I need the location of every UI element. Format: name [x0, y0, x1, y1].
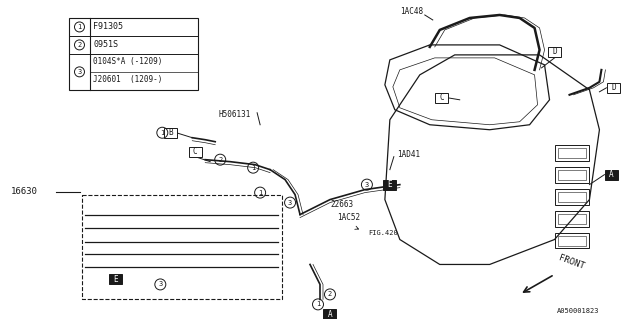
- Text: C: C: [193, 147, 198, 156]
- Text: 1: 1: [77, 24, 82, 30]
- Text: F91305: F91305: [93, 22, 124, 31]
- Bar: [383, 180, 396, 190]
- Text: 3: 3: [158, 281, 163, 287]
- Text: J20601  (1209-): J20601 (1209-): [93, 75, 163, 84]
- Text: 16630: 16630: [11, 187, 38, 196]
- Bar: [554, 211, 589, 227]
- Text: D: D: [552, 47, 557, 56]
- Bar: [557, 148, 586, 158]
- Bar: [83, 195, 282, 300]
- Text: 0104S*A (-1209): 0104S*A (-1209): [93, 57, 163, 66]
- Bar: [548, 47, 561, 57]
- Text: A: A: [609, 170, 614, 179]
- Text: 1: 1: [251, 165, 255, 171]
- Text: H506131: H506131: [218, 110, 251, 119]
- Text: 2: 2: [218, 157, 222, 163]
- Bar: [554, 167, 589, 183]
- Text: 3: 3: [288, 200, 292, 205]
- Text: 1AD41: 1AD41: [397, 150, 420, 159]
- Text: 1: 1: [160, 130, 164, 136]
- Text: FRONT: FRONT: [557, 254, 586, 271]
- Bar: [164, 128, 177, 138]
- Text: C: C: [440, 93, 444, 102]
- Text: A050001823: A050001823: [557, 308, 600, 314]
- Text: E: E: [388, 180, 392, 189]
- Bar: [435, 93, 448, 103]
- Text: E: E: [113, 275, 118, 284]
- Text: 1AC52: 1AC52: [337, 213, 360, 222]
- Bar: [68, 18, 198, 90]
- Bar: [557, 170, 586, 180]
- Text: D: D: [611, 83, 616, 92]
- Bar: [557, 236, 586, 245]
- Text: 22663: 22663: [330, 200, 353, 209]
- Text: 1: 1: [258, 190, 262, 196]
- Bar: [607, 83, 620, 93]
- Text: 2: 2: [328, 292, 332, 297]
- Bar: [323, 309, 337, 319]
- Text: 1AC48: 1AC48: [400, 7, 423, 16]
- Bar: [189, 147, 202, 157]
- Bar: [557, 192, 586, 202]
- Text: A: A: [328, 310, 332, 319]
- Bar: [557, 213, 586, 224]
- Text: 2: 2: [77, 42, 82, 48]
- Text: B: B: [168, 128, 173, 137]
- Text: 3: 3: [77, 69, 82, 75]
- Text: 3: 3: [365, 182, 369, 188]
- Text: FIG.420: FIG.420: [368, 229, 397, 236]
- Bar: [554, 145, 589, 161]
- Bar: [554, 188, 589, 204]
- Bar: [554, 233, 589, 249]
- Bar: [109, 275, 122, 284]
- Bar: [605, 170, 618, 180]
- Text: 1: 1: [316, 301, 320, 308]
- Text: 0951S: 0951S: [93, 40, 118, 49]
